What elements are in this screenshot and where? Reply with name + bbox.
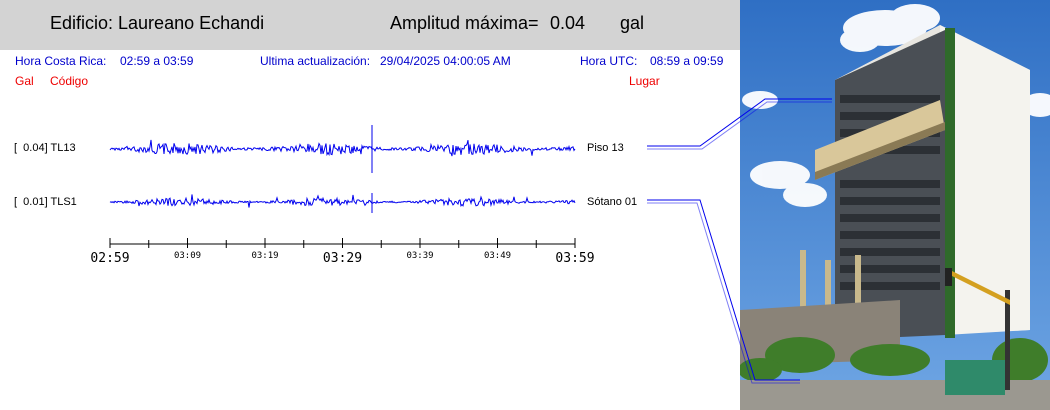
building-photo <box>740 0 1050 410</box>
connector-lines <box>647 98 832 384</box>
waveform-tls1 <box>109 194 576 208</box>
place-label-piso13: Piso 13 <box>587 142 624 154</box>
place-column-label: Lugar <box>629 74 660 88</box>
traffic-light-pole <box>1005 290 1010 390</box>
channel-label-tls1: [ 0.01] TLS1 <box>14 196 77 208</box>
time-axis-label: 03:29 <box>323 251 362 266</box>
utc-time-label: Hora UTC: <box>580 54 638 68</box>
channel-label-tl13: [ 0.04] TL13 <box>14 142 76 154</box>
time-axis-label: 03:09 <box>174 251 201 261</box>
code-column-label: Código <box>50 74 89 88</box>
waveform-tl13 <box>109 139 576 157</box>
max-amplitude-label: Amplitud máxima= <box>390 13 539 33</box>
building <box>740 25 1030 365</box>
last-update-label: Ultima actualización: <box>260 54 371 68</box>
cloud <box>742 4 1050 207</box>
building-title: Edificio: Laureano Echandi <box>50 13 265 33</box>
traffic-light-arm <box>950 270 1010 305</box>
header-bar: Edificio: Laureano Echandi Amplitud máxi… <box>0 0 740 50</box>
time-axis-label: 03:19 <box>251 251 278 261</box>
kiosk <box>945 360 1005 395</box>
time-axis: 02:59 03:09 03:19 03:29 03:39 03:49 03:59 <box>90 238 595 266</box>
utc-time-range: 08:59 a 09:59 <box>650 54 724 68</box>
local-time-label: Hora Costa Rica: <box>15 54 107 68</box>
time-axis-label: 02:59 <box>90 251 129 266</box>
gal-column-label: Gal <box>15 74 34 88</box>
max-amplitude-unit: gal <box>620 13 645 33</box>
time-axis-label: 03:49 <box>484 251 511 261</box>
last-update-value: 29/04/2025 04:00:05 AM <box>380 54 511 68</box>
traffic-light <box>945 268 952 286</box>
max-amplitude-value: 0.04 <box>550 13 586 33</box>
time-axis-label: 03:59 <box>555 251 594 266</box>
time-axis-label: 03:39 <box>406 251 433 261</box>
place-label-sotano01: Sótano 01 <box>587 196 638 208</box>
local-time-range: 02:59 a 03:59 <box>120 54 194 68</box>
